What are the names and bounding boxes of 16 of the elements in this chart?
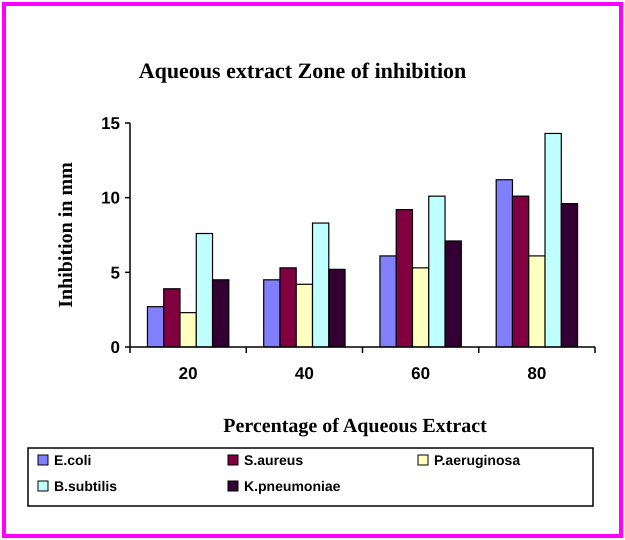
x-tick-label: 40	[294, 364, 314, 383]
legend-label: S.aureus	[244, 452, 304, 468]
y-tick-label: 0	[110, 338, 120, 357]
chart-title: Aqueous extract Zone of inhibition	[138, 58, 466, 83]
x-tick-label: 80	[527, 364, 546, 383]
y-tick-label: 5	[110, 263, 120, 282]
y-axis-title: Inhibition in mm	[55, 162, 77, 308]
x-axis-title: Percentage of Aqueous Extract	[223, 415, 488, 437]
y-tick-label: 15	[101, 114, 120, 133]
legend-label: E.coli	[54, 452, 92, 468]
x-tick-label: 60	[411, 364, 430, 383]
legend-label: B.subtilis	[54, 478, 118, 494]
legend-label: K.pneumoniae	[244, 478, 341, 494]
y-tick-label: 10	[101, 188, 120, 208]
x-tick-label: 20	[178, 364, 198, 383]
legend-label: P.aeruginosa	[434, 452, 520, 468]
